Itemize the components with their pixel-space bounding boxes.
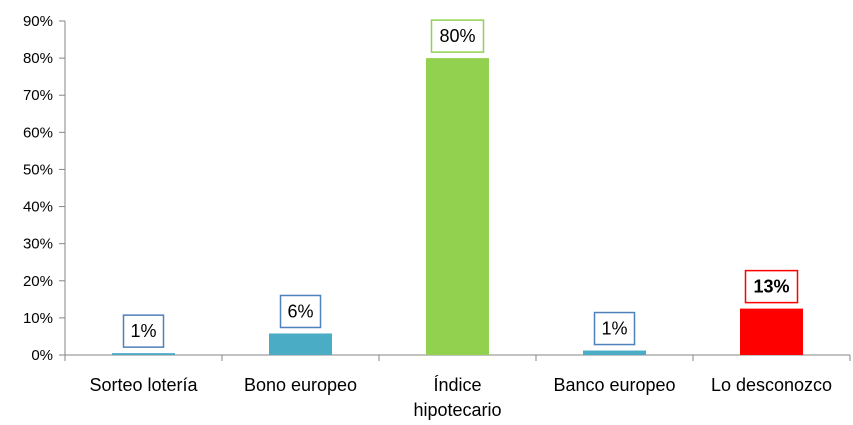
y-tick-label: 90% (23, 13, 53, 30)
data-label: 80% (430, 19, 485, 53)
x-category-label: Banco europeo (553, 375, 675, 395)
y-tick-label: 0% (31, 347, 53, 364)
data-label-box (122, 314, 165, 348)
x-category-label-line: Sorteo lotería (89, 375, 198, 395)
bar (112, 353, 175, 355)
data-label-text: 6% (287, 301, 313, 321)
bars (112, 58, 803, 355)
data-label-box (279, 294, 322, 329)
x-axis: Sorteo lotería Bono europeo Índice hipoteca… (64, 354, 851, 420)
y-tick-label: 30% (23, 236, 53, 253)
bar (269, 333, 332, 355)
data-label: 1% (593, 311, 636, 346)
y-tick-label: 60% (23, 124, 53, 141)
data-label-text: 80% (439, 26, 475, 46)
bar (426, 58, 489, 355)
x-category-label-line: Banco europeo (553, 375, 675, 395)
data-label-box (744, 269, 799, 304)
y-tick-label: 10% (23, 310, 53, 327)
x-category-label: Bono europeo (244, 375, 357, 395)
x-category-label-line: Bono europeo (244, 375, 357, 395)
data-label-box (430, 19, 485, 53)
bar (740, 308, 803, 355)
y-tick-label: 40% (23, 199, 53, 216)
x-category-label: Índice hipotecario (413, 375, 501, 420)
x-category-label: Sorteo lotería (89, 375, 198, 395)
y-tick-label: 50% (23, 161, 53, 178)
y-axis: 0% 10% 20% 30% 40% 50% 60% 70% 80% 90% (23, 13, 66, 364)
x-category-label: Lo desconozco (711, 375, 832, 395)
y-tick-label: 20% (23, 273, 53, 290)
data-label-box (593, 311, 636, 346)
bar (583, 350, 646, 355)
data-label-text: 13% (753, 277, 789, 297)
data-label-text: 1% (601, 319, 627, 339)
x-category-label-line: Lo desconozco (711, 375, 832, 395)
data-label: 6% (279, 294, 322, 329)
data-label: 1% (122, 314, 165, 348)
y-tick-label: 80% (23, 50, 53, 67)
x-category-label-line: Índice (433, 375, 481, 395)
data-label-text: 1% (130, 321, 156, 341)
data-label: 13% (744, 269, 799, 304)
x-category-label-line: hipotecario (413, 400, 501, 420)
y-tick-label: 70% (23, 87, 53, 104)
data-labels: 1% 6% 80% 1% 13% (122, 19, 799, 348)
